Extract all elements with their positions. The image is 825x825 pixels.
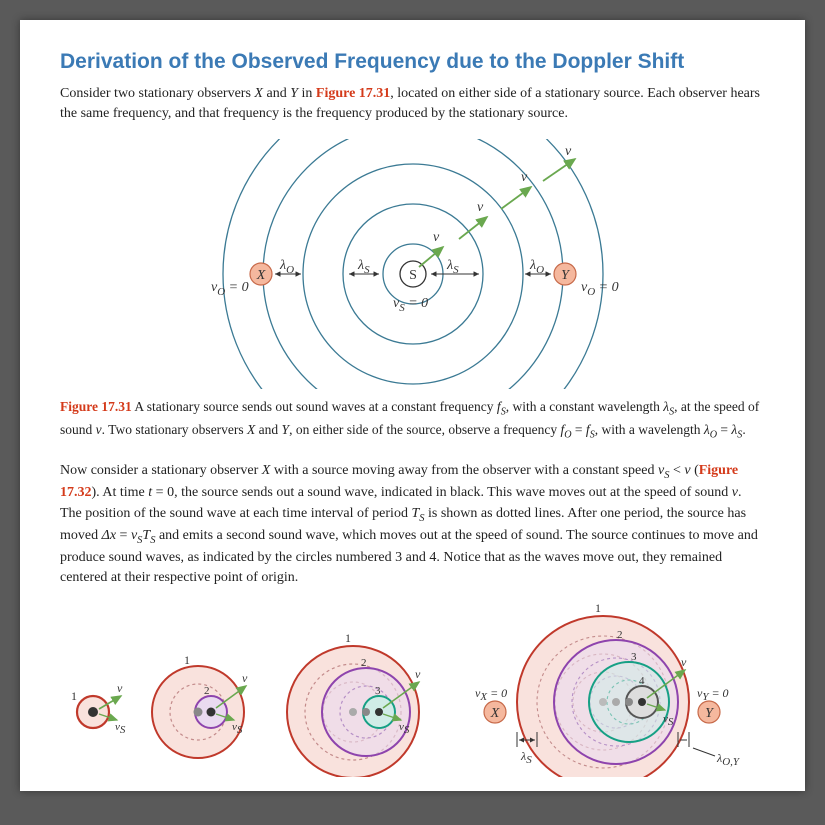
figure-link[interactable]: Figure 17.31 (316, 86, 390, 101)
lambda-o-label: λO (529, 258, 544, 276)
caption-text: , on either side of the source, observe … (289, 422, 560, 437)
p2-text: with a source moving away from the obser… (270, 463, 658, 478)
var-x: X (254, 86, 263, 101)
velocity-arrow (459, 217, 487, 239)
p2-text: = (116, 528, 131, 543)
var-lo: λO (704, 422, 717, 437)
caption-text: = (572, 422, 586, 437)
v-label: v (681, 655, 687, 669)
v-label: v (565, 144, 572, 159)
wave-num: 3 (375, 685, 381, 697)
vs-zero-label: vS = 0 (393, 296, 428, 314)
caption-text: . Two stationary observers (102, 422, 247, 437)
doppler-stationary-diagram: S X Y v v v v λS λS λO λO vS (103, 139, 723, 389)
p2-text: = 0 (152, 485, 174, 500)
intro-text: in (298, 86, 316, 101)
var-vs: vS (658, 463, 669, 478)
lambda-oy-label: λO,Y (716, 751, 741, 768)
panel-2: 1 2 v vS (152, 653, 248, 758)
v-label: v (415, 667, 421, 681)
observer-x-label: X (489, 706, 499, 721)
paragraph-2: Now consider a stationary observer X wit… (60, 461, 765, 588)
caption-label: Figure 17.31 (60, 399, 132, 414)
var-fo: fO (560, 422, 571, 437)
wave-num: 2 (617, 629, 623, 641)
var-ts: TS (142, 528, 155, 543)
p2-text: Now consider a stationary observer (60, 463, 262, 478)
var-y: Y (290, 86, 298, 101)
panel-4: 1 2 3 4 v vS X vX = 0 Y vY = 0 λS (475, 602, 741, 777)
var-ls: λS (731, 422, 742, 437)
velocity-arrow (543, 159, 575, 181)
panel-3: 1 2 3 v vS (287, 631, 421, 777)
v-label: v (477, 200, 484, 215)
v-label: v (242, 671, 248, 685)
observer-x-label: X (255, 268, 265, 283)
caption-text: . (742, 422, 745, 437)
document-page: Derivation of the Observed Frequency due… (20, 20, 805, 791)
caption-text: and (255, 422, 281, 437)
var-ls: λS (663, 399, 674, 414)
var-fs: fS (586, 422, 595, 437)
p2-text: , the source sends out a sound wave, ind… (174, 485, 732, 500)
v-label: v (117, 681, 123, 695)
wave-num: 1 (184, 653, 190, 667)
lambda-s-label: λS (520, 749, 532, 766)
v-label: v (521, 170, 528, 185)
v-label: v (433, 230, 440, 245)
intro-paragraph: Consider two stationary observers X and … (60, 84, 765, 125)
var-dx: Δx (102, 528, 116, 543)
wave-num: 1 (595, 602, 601, 615)
velocity-arrow (501, 187, 531, 209)
wave-num: 1 (71, 689, 77, 703)
vo-zero-label: vO = 0 (581, 280, 619, 298)
wave-num: 4 (639, 675, 645, 687)
vy-zero-label: vY = 0 (697, 686, 729, 703)
wave-num: 2 (361, 657, 367, 669)
caption-text: A stationary source sends out sound wave… (132, 399, 497, 414)
lambda-o-label: λO (279, 258, 294, 276)
page-heading: Derivation of the Observed Frequency due… (60, 50, 765, 74)
var-vs: vS (131, 528, 142, 543)
vo-zero-label: vO = 0 (211, 280, 249, 298)
var-ts: TS (411, 506, 424, 521)
lambda-s-label: λS (446, 258, 459, 276)
p2-text: ). At time (92, 485, 149, 500)
var-fs: fS (497, 399, 506, 414)
doppler-moving-diagram: 1 v vS 1 2 v vS (63, 602, 763, 777)
figure-31-caption: Figure 17.31 A stationary source sends o… (60, 397, 765, 444)
intro-text: Consider two stationary observers (60, 86, 254, 101)
p2-text: and (402, 550, 429, 565)
caption-text: , with a constant wavelength (506, 399, 663, 414)
p2-text: ( (691, 463, 699, 478)
lambda-s-label: λS (357, 258, 370, 276)
panel-1: 1 v vS (71, 681, 126, 736)
var-y: Y (282, 422, 290, 437)
p2-text: < (669, 463, 684, 478)
vx-zero-label: vX = 0 (475, 686, 507, 703)
figure-17-32: 1 v vS 1 2 v vS (60, 602, 765, 777)
source-label: S (409, 268, 417, 283)
caption-text: , with a wavelength (595, 422, 704, 437)
intro-text: and (263, 86, 290, 101)
figure-17-31: S X Y v v v v λS λS λO λO vS (60, 139, 765, 389)
wave-num: 3 (631, 651, 637, 663)
caption-text: = (717, 422, 731, 437)
wave-num: 2 (204, 685, 210, 697)
wave-num: 1 (345, 631, 351, 645)
vs-label: vS (115, 721, 126, 736)
